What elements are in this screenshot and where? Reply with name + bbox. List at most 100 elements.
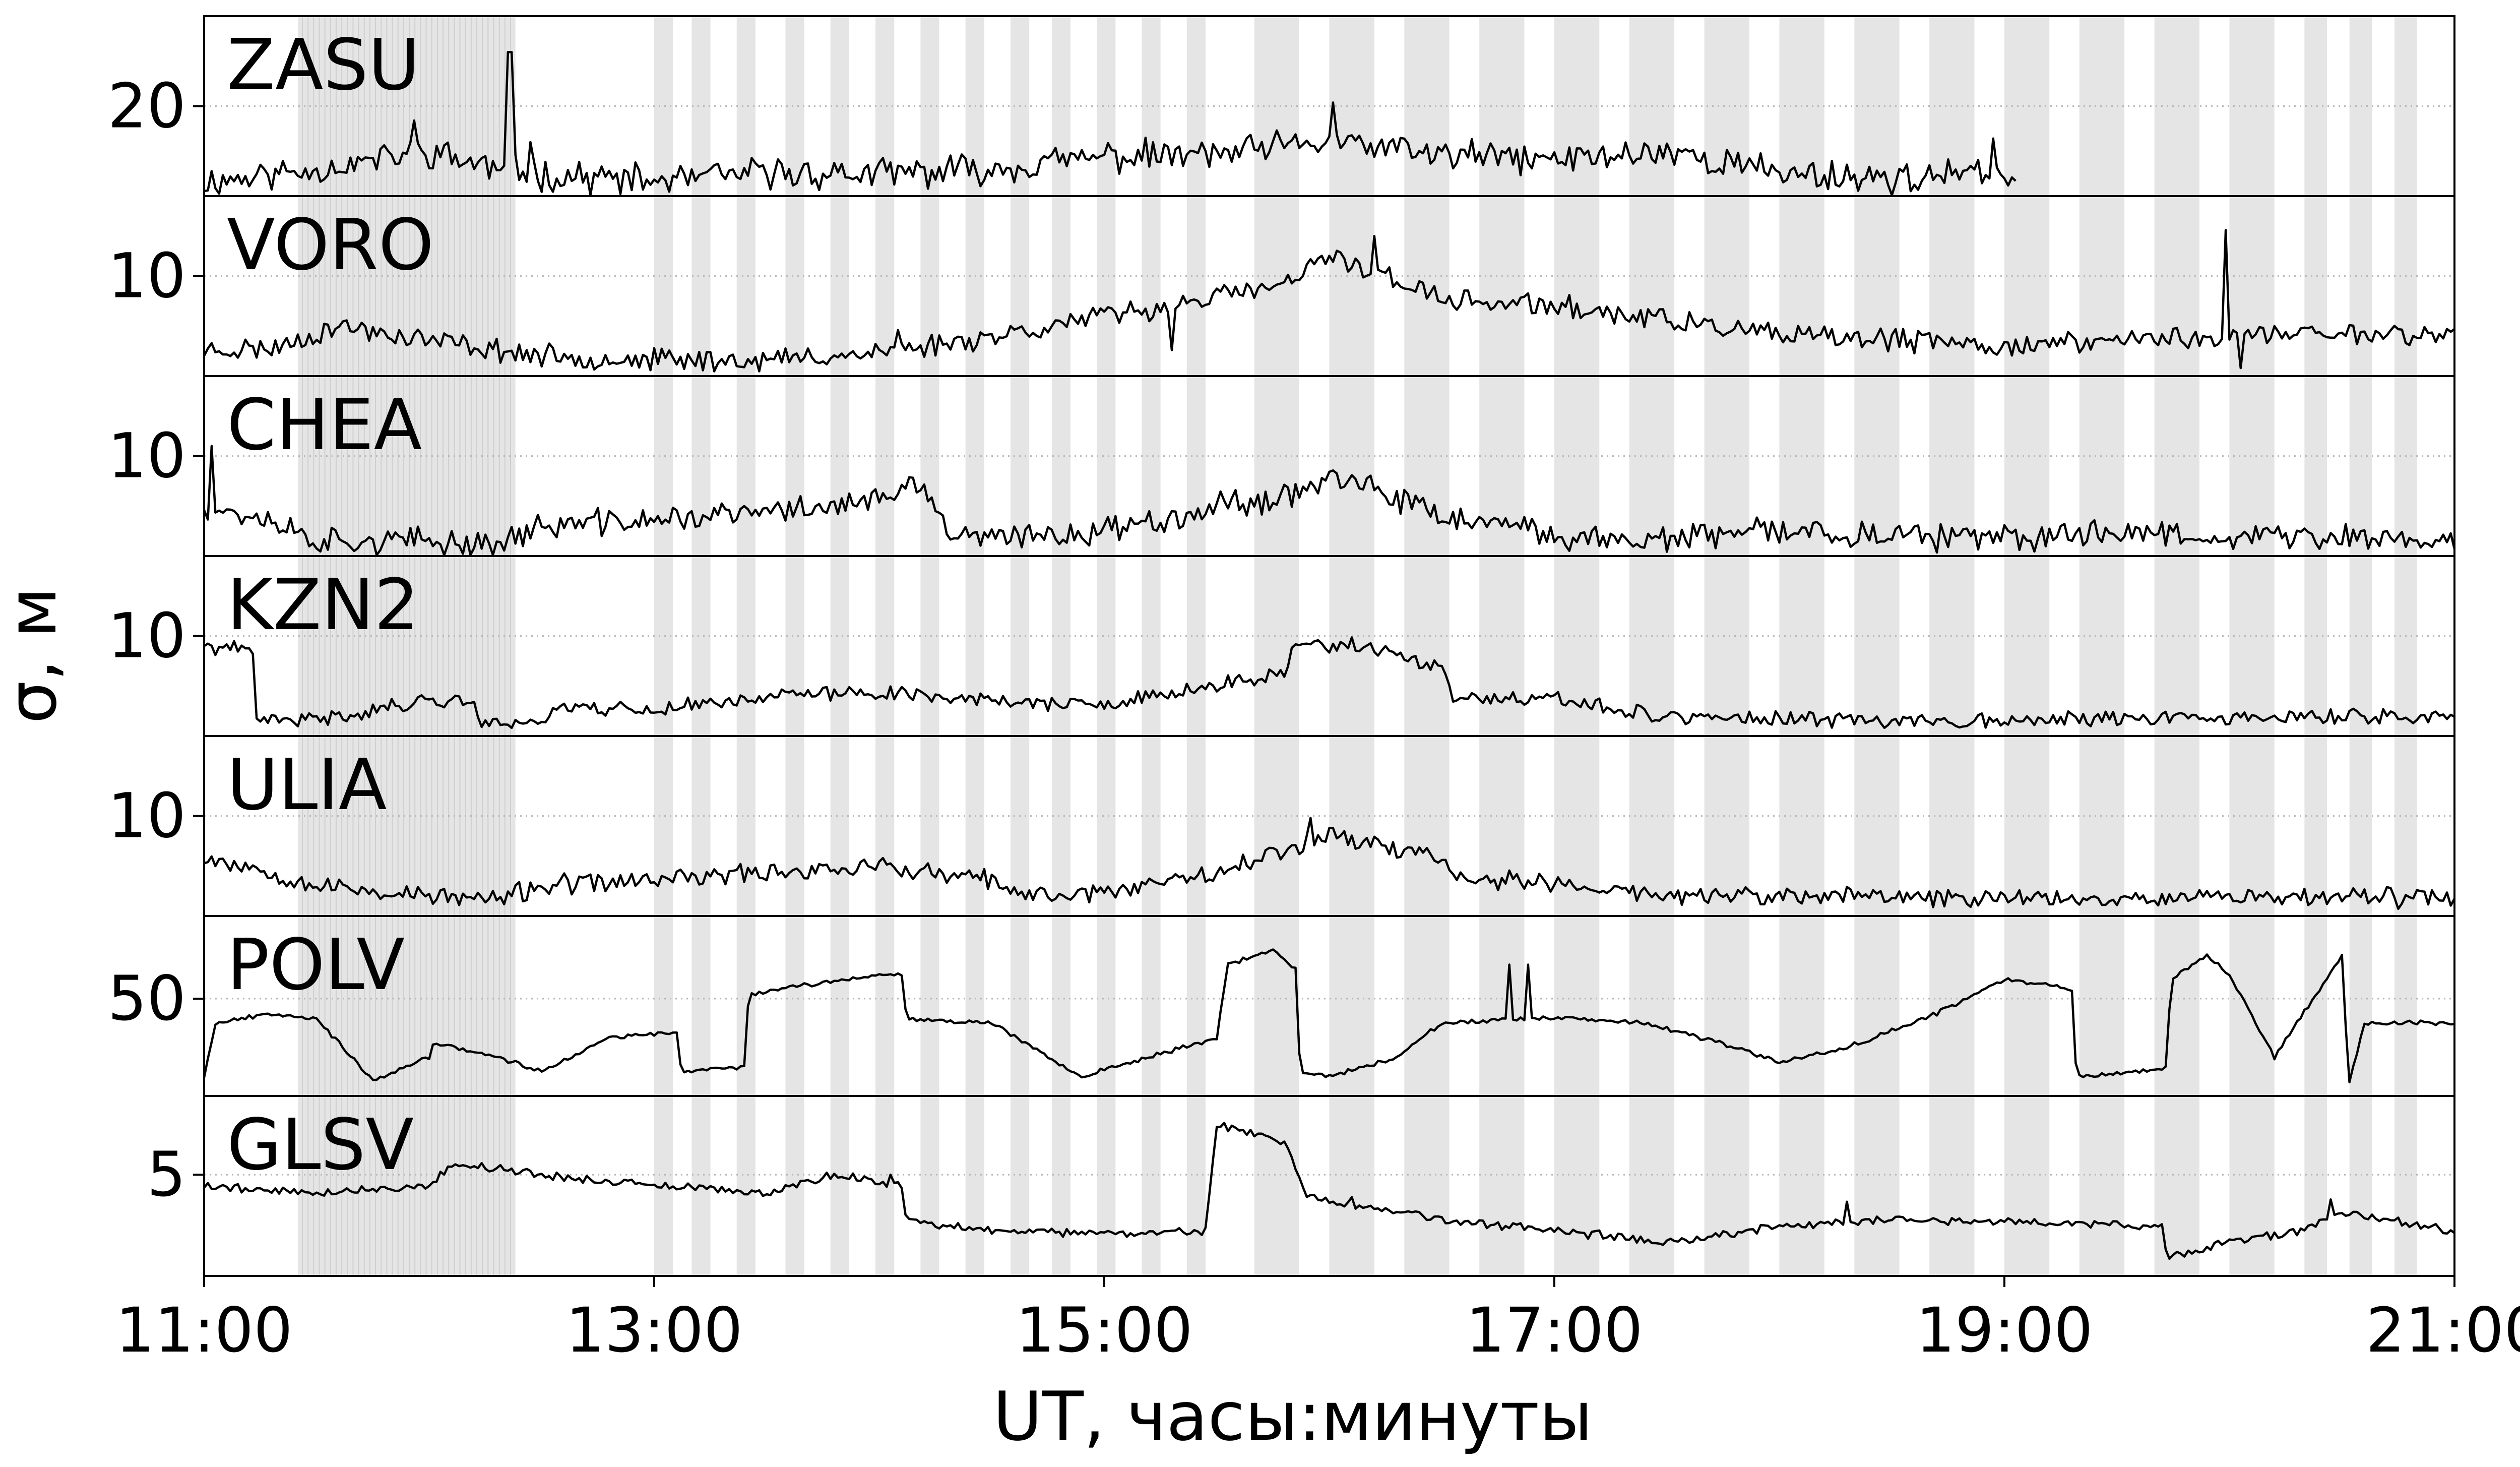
shaded-interval: [1479, 556, 1525, 736]
shaded-interval: [875, 556, 895, 736]
shaded-interval: [2229, 196, 2275, 376]
panel-zasu: 20 ZASU: [108, 15, 2455, 197]
shaded-interval: [1329, 916, 1374, 1096]
shaded-interval: [2229, 376, 2275, 556]
series-line-ulia: [204, 817, 2455, 910]
shaded-interval: [875, 916, 895, 1096]
shaded-interval: [1554, 376, 1600, 556]
shaded-interval: [1929, 376, 1975, 556]
shaded-interval: [2394, 376, 2417, 556]
shaded-interval: [1554, 736, 1600, 916]
shaded-interval: [2349, 16, 2372, 196]
series-line-chea: [203, 445, 2456, 557]
shaded-interval: [1142, 376, 1161, 556]
shaded-interval: [1479, 376, 1525, 556]
shaded-interval: [2349, 196, 2372, 376]
shaded-interval: [785, 196, 804, 376]
shaded-interval: [654, 556, 673, 736]
shaded-interval: [2304, 16, 2327, 196]
shaded-interval: [1051, 376, 1071, 556]
panel-frame: [203, 1095, 2455, 1277]
shaded-interval: [1097, 736, 1116, 916]
shaded-interval: [830, 556, 849, 736]
shaded-interval: [691, 16, 711, 196]
shaded-interval: [1186, 556, 1206, 736]
shaded-interval: [2004, 736, 2050, 916]
shaded-interval: [1854, 556, 1900, 736]
shaded-interval: [1010, 916, 1030, 1096]
shaded-interval: [1010, 736, 1030, 916]
shaded-interval: [1929, 556, 1975, 736]
shaded-interval: [1854, 736, 1900, 916]
shaded-interval: [920, 736, 939, 916]
x-tick-label: 17:00: [1466, 1295, 1643, 1366]
panel-ulia: 10 ULIA: [108, 735, 2455, 917]
panel-kzn2: 10 KZN2: [108, 555, 2455, 737]
shaded-interval: [1704, 556, 1749, 736]
shaded-interval: [2394, 556, 2417, 736]
shaded-interval: [1254, 196, 1299, 376]
shaded-interval: [654, 916, 673, 1096]
shaded-interval: [298, 556, 516, 736]
shaded-interval: [1097, 196, 1116, 376]
shaded-interval: [920, 1096, 939, 1276]
shaded-interval: [1404, 1096, 1450, 1276]
y-tick-label: 5: [147, 1139, 186, 1210]
shaded-interval: [1929, 196, 1975, 376]
shaded-interval: [2349, 1096, 2372, 1276]
shaded-interval: [736, 196, 755, 376]
shaded-interval: [1097, 1096, 1116, 1276]
shaded-interval: [1704, 376, 1749, 556]
shaded-interval: [2304, 556, 2327, 736]
shaded-interval: [654, 736, 673, 916]
x-tick-label: 15:00: [1016, 1295, 1193, 1366]
shaded-interval: [2394, 1096, 2417, 1276]
shaded-interval: [1479, 916, 1525, 1096]
shaded-interval: [1404, 556, 1450, 736]
shaded-interval: [1254, 736, 1299, 916]
shaded-interval: [965, 916, 984, 1096]
shaded-interval: [1779, 556, 1824, 736]
y-tick-label: 20: [108, 71, 186, 142]
shaded-interval: [2304, 1096, 2327, 1276]
shaded-interval: [1010, 1096, 1030, 1276]
shaded-interval: [2304, 736, 2327, 916]
shaded-interval: [2229, 916, 2275, 1096]
shaded-interval: [1704, 736, 1749, 916]
shaded-interval: [2154, 556, 2199, 736]
shaded-interval: [1051, 556, 1071, 736]
shaded-interval: [736, 736, 755, 916]
y-tick-label: 50: [108, 963, 186, 1034]
shaded-interval: [1404, 16, 1450, 196]
shaded-interval: [2394, 916, 2417, 1096]
station-label: ZASU: [227, 24, 420, 106]
station-label: GLSV: [227, 1104, 414, 1186]
panel-voro: 10 VORO: [108, 195, 2455, 377]
series-line-zasu: [204, 51, 2017, 197]
shaded-interval: [691, 376, 711, 556]
shaded-interval: [1051, 736, 1071, 916]
shaded-interval: [2349, 556, 2372, 736]
shaded-interval: [691, 556, 711, 736]
shaded-interval: [2304, 196, 2327, 376]
shaded-interval: [2229, 556, 2275, 736]
shaded-interval: [2004, 556, 2050, 736]
shaded-interval: [1629, 376, 1675, 556]
shaded-interval: [2349, 736, 2372, 916]
shaded-interval: [1854, 1096, 1900, 1276]
shaded-interval: [1554, 1096, 1600, 1276]
y-tick-label: 10: [108, 240, 186, 312]
shaded-interval: [1254, 556, 1299, 736]
shaded-interval: [2154, 916, 2199, 1096]
shaded-interval: [2079, 916, 2125, 1096]
x-tick-label: 11:00: [115, 1295, 293, 1366]
series-line-glsv: [203, 1122, 2455, 1260]
shaded-interval: [2304, 376, 2327, 556]
shaded-interval: [875, 376, 895, 556]
shaded-interval: [1554, 16, 1600, 196]
shaded-interval: [1479, 736, 1525, 916]
shaded-interval: [736, 376, 755, 556]
y-axis-title: σ, м: [0, 587, 72, 723]
shaded-interval: [298, 376, 516, 556]
